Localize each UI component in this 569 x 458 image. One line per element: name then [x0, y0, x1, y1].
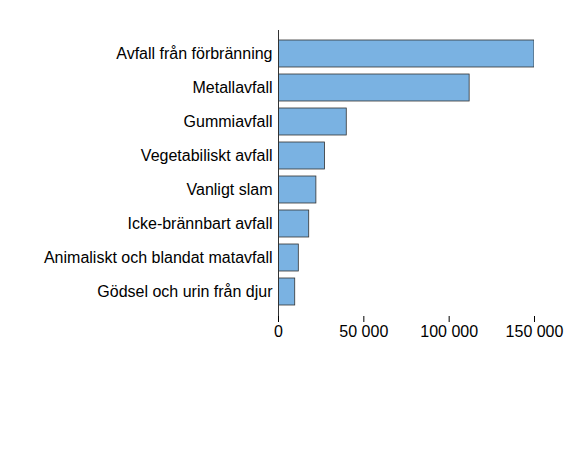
svg-text:50 000: 50 000 [339, 323, 388, 340]
svg-text:100 000: 100 000 [420, 323, 478, 340]
svg-text:Animaliskt och blandat matavfa: Animaliskt och blandat matavfall [44, 249, 273, 266]
svg-text:Vegetabiliskt avfall: Vegetabiliskt avfall [141, 147, 273, 164]
svg-text:0: 0 [274, 323, 283, 340]
svg-text:150 000: 150 000 [506, 323, 564, 340]
svg-text:Metallavfall: Metallavfall [192, 79, 272, 96]
svg-text:Gummiavfall: Gummiavfall [184, 113, 273, 130]
svg-text:Icke-brännbart avfall: Icke-brännbart avfall [128, 215, 273, 232]
svg-text:Gödsel och urin från djur: Gödsel och urin från djur [97, 283, 273, 300]
svg-text:Avfall från förbränning: Avfall från förbränning [116, 45, 272, 62]
svg-text:Vanligt slam: Vanligt slam [187, 181, 273, 198]
